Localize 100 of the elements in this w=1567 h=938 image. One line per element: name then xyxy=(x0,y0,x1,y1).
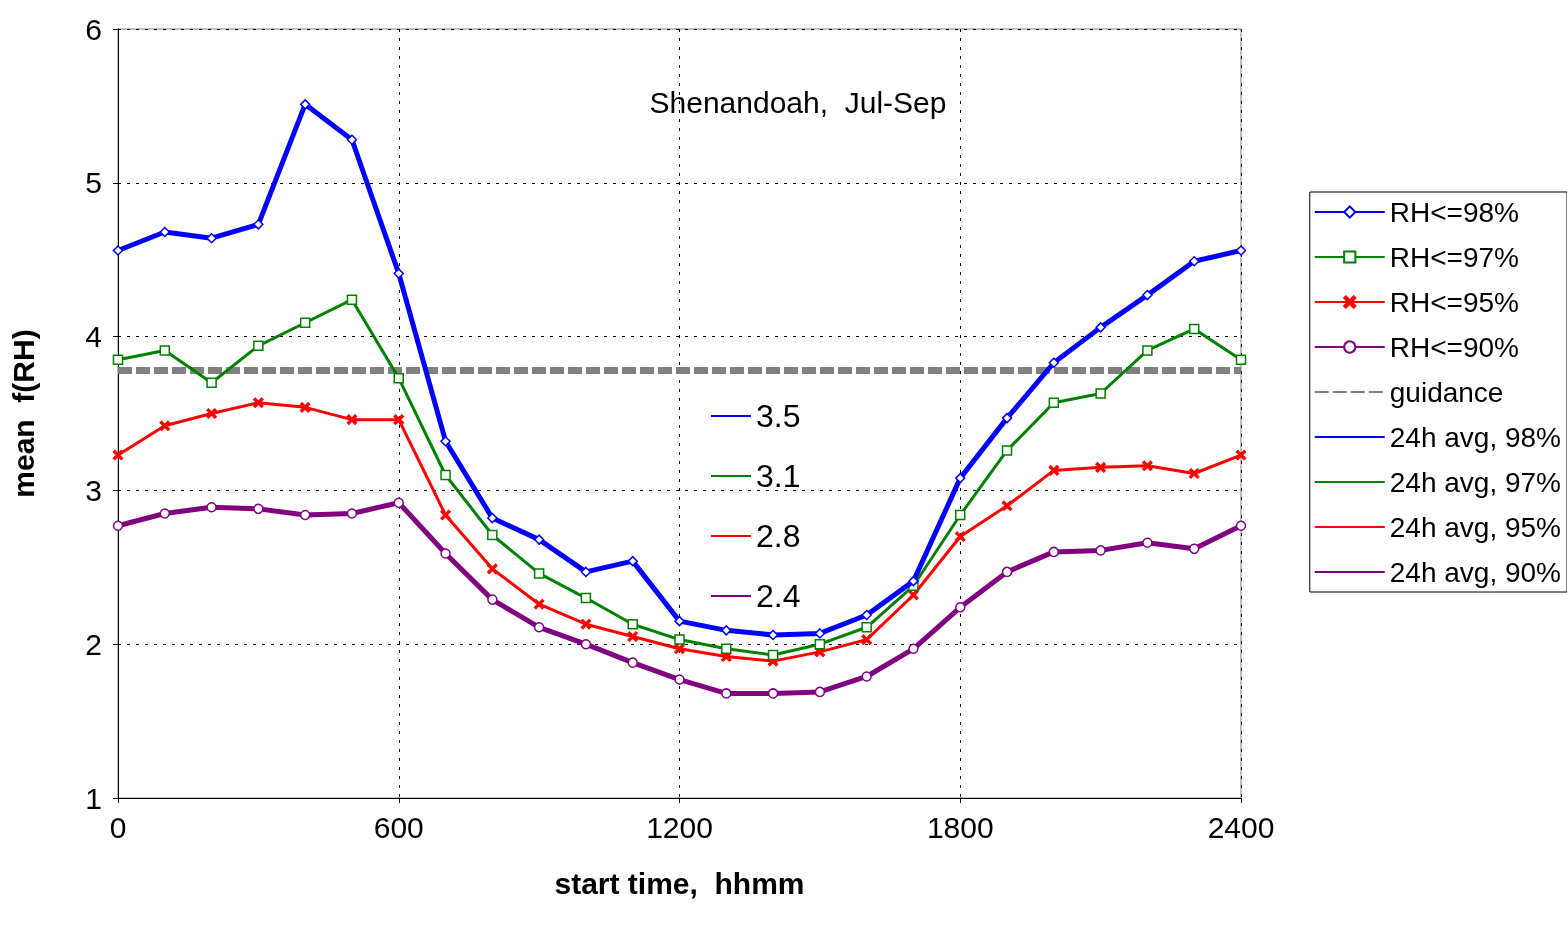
annotation: 2.4 xyxy=(756,578,801,614)
y-tick-label: 4 xyxy=(85,320,102,354)
x-axis-title: start time, hhmm xyxy=(554,866,805,900)
point xyxy=(1188,255,1200,267)
point xyxy=(1188,468,1200,479)
point xyxy=(440,435,451,447)
point xyxy=(627,618,638,630)
x-tick-label: 2400 xyxy=(1207,810,1275,844)
annotation: 2.8 xyxy=(756,518,801,554)
point xyxy=(299,317,311,329)
point xyxy=(1142,537,1153,548)
point xyxy=(112,354,124,365)
point xyxy=(814,686,826,698)
x-tick-label: 1800 xyxy=(926,810,994,844)
point xyxy=(299,402,311,413)
annotation: 3.5 xyxy=(756,398,801,434)
point xyxy=(1235,354,1247,365)
point xyxy=(1001,445,1013,456)
point xyxy=(346,508,358,519)
legend-label: RH<=90% xyxy=(1389,331,1519,363)
point xyxy=(955,602,966,613)
y-tick-label: 1 xyxy=(85,781,102,815)
point xyxy=(1188,323,1200,335)
point xyxy=(393,268,404,279)
point xyxy=(1001,412,1013,424)
point xyxy=(1142,460,1153,472)
point xyxy=(674,634,685,645)
y-axis-title: mean f(RH) xyxy=(6,329,40,498)
point xyxy=(1142,289,1153,301)
point xyxy=(955,531,966,542)
y-tick-label: 3 xyxy=(85,473,102,507)
point xyxy=(206,377,217,388)
point xyxy=(1095,388,1106,399)
point xyxy=(1095,322,1106,333)
text: Shenandoah, Jul-Sep xyxy=(649,85,947,119)
point xyxy=(1001,566,1013,578)
point xyxy=(253,503,264,515)
legend-label: 24h avg, 95% xyxy=(1389,511,1562,543)
point xyxy=(440,509,451,521)
legend-label: 24h avg, 90% xyxy=(1389,556,1562,588)
x-tick-label: 0 xyxy=(109,810,127,844)
point xyxy=(1048,357,1060,368)
point xyxy=(533,598,545,610)
point xyxy=(861,609,872,621)
point xyxy=(299,99,311,110)
point xyxy=(861,671,872,682)
point xyxy=(112,245,124,256)
point xyxy=(393,372,404,384)
point xyxy=(299,509,311,521)
point xyxy=(1001,500,1013,512)
point xyxy=(487,529,498,541)
point xyxy=(721,625,732,636)
point xyxy=(627,657,638,668)
point xyxy=(253,397,264,408)
point xyxy=(721,643,732,655)
point xyxy=(487,594,498,605)
x-tick-label: 1200 xyxy=(646,810,713,844)
point xyxy=(1095,462,1106,473)
y-tick-label: 5 xyxy=(85,166,102,200)
point xyxy=(627,555,638,567)
point xyxy=(580,592,592,604)
legend-label: 24h avg, 98% xyxy=(1389,421,1562,453)
point xyxy=(1048,546,1060,558)
point xyxy=(393,414,404,425)
point xyxy=(908,643,919,655)
point xyxy=(533,568,545,579)
annotation: 3.1 xyxy=(756,458,801,494)
point xyxy=(1095,545,1106,556)
point xyxy=(112,520,124,532)
point xyxy=(1188,543,1200,555)
point xyxy=(112,449,124,461)
point xyxy=(533,622,545,633)
point xyxy=(440,469,451,481)
legend-label: guidance xyxy=(1389,376,1504,408)
legend-label: RH<=98% xyxy=(1389,196,1519,228)
point xyxy=(674,615,685,627)
point xyxy=(1048,465,1060,476)
y-tick-label: 6 xyxy=(85,12,102,46)
point xyxy=(487,512,498,524)
point xyxy=(1048,397,1060,408)
point xyxy=(674,643,685,655)
point xyxy=(627,631,638,642)
point xyxy=(955,472,966,484)
point xyxy=(346,294,358,305)
point xyxy=(1235,449,1247,461)
point xyxy=(346,134,358,145)
point xyxy=(206,408,217,419)
legend-label: 24h avg, 97% xyxy=(1389,466,1562,498)
point xyxy=(393,497,404,508)
point xyxy=(533,534,545,545)
point xyxy=(1142,345,1153,356)
point xyxy=(440,548,451,559)
point xyxy=(159,420,171,432)
legend-label: RH<=97% xyxy=(1389,241,1519,273)
point xyxy=(721,688,732,699)
point xyxy=(580,638,592,650)
point xyxy=(861,622,872,633)
point xyxy=(814,638,826,650)
point xyxy=(253,219,264,230)
point xyxy=(159,508,171,519)
